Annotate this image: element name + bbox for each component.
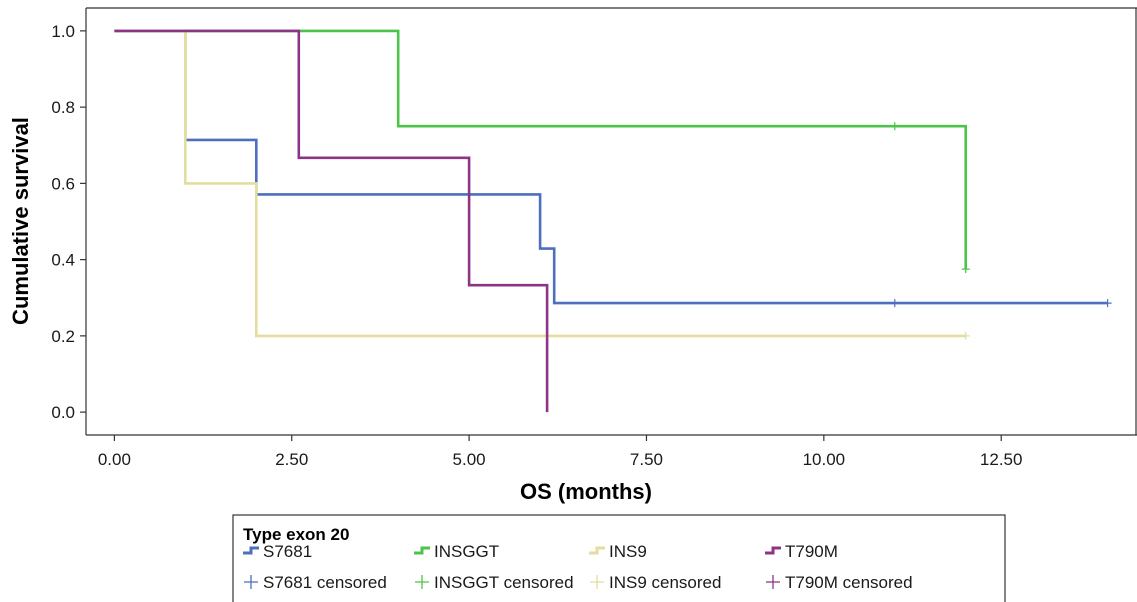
x-tick-label: 10.00 <box>803 450 846 469</box>
censor-mark-ins9 <box>961 331 970 340</box>
legend-label-t790m-censored: T790M censored <box>785 573 913 592</box>
legend-label-ins9: INS9 <box>609 542 647 561</box>
legend-swatch-ins9 <box>589 546 605 555</box>
legend-label-t790m: T790M <box>785 542 838 561</box>
legend-swatch-s7681 <box>243 546 259 555</box>
x-tick-label: 5.00 <box>453 450 486 469</box>
x-tick-label: 2.50 <box>275 450 308 469</box>
legend-swatch-ins9-censored <box>590 575 604 589</box>
legend-swatch-s7681-censored <box>244 575 258 589</box>
legend-swatch-t790m-censored <box>766 575 780 589</box>
x-axis-ticks: 0.00 2.50 5.00 7.50 10.00 12.50 <box>98 435 1023 469</box>
legend-swatch-insggt-censored <box>415 575 429 589</box>
series-line-insggt <box>114 29 967 270</box>
x-tick-label: 7.50 <box>630 450 663 469</box>
censor-mark-insggt <box>890 122 899 131</box>
legend: Type exon 20 S7681 INSGGT INS9 T790M S7681 c… <box>232 514 1006 602</box>
y-tick-label: 0.2 <box>51 327 75 346</box>
series-layer <box>114 29 1112 413</box>
legend-swatch-insggt <box>414 546 430 555</box>
legend-label-insggt: INSGGT <box>434 542 499 561</box>
legend-label-s7681-censored: S7681 censored <box>263 573 387 592</box>
y-axis-title: Cumulative survival <box>8 117 33 325</box>
censor-mark-s7681 <box>1103 299 1112 308</box>
legend-label-ins9-censored: INS9 censored <box>609 573 721 592</box>
legend-title: Type exon 20 <box>243 525 349 544</box>
y-tick-label: 1.0 <box>51 22 75 41</box>
series-line-ins9 <box>114 29 966 338</box>
x-tick-label: 12.50 <box>980 450 1023 469</box>
x-tick-label: 0.00 <box>98 450 131 469</box>
series-line-t790m <box>114 29 549 413</box>
censor-mark-insggt <box>961 265 970 274</box>
x-axis-title: OS (months) <box>520 479 652 504</box>
legend-swatch-t790m <box>765 546 781 555</box>
legend-label-s7681: S7681 <box>263 542 312 561</box>
y-tick-label: 0.8 <box>51 98 75 117</box>
legend-box <box>232 514 1006 602</box>
y-tick-label: 0.6 <box>51 174 75 193</box>
legend-label-insggt-censored: INSGGT censored <box>434 573 574 592</box>
series-line-s7681 <box>114 29 1108 305</box>
censor-mark-s7681 <box>890 299 899 308</box>
y-tick-label: 0.4 <box>51 251 75 270</box>
legend-items: S7681 INSGGT INS9 T790M S7681 censored INSGGT… <box>243 542 913 592</box>
y-tick-label: 0.0 <box>51 403 75 422</box>
y-axis-ticks: 0.0 0.2 0.4 0.6 0.8 1.0 <box>51 22 86 422</box>
